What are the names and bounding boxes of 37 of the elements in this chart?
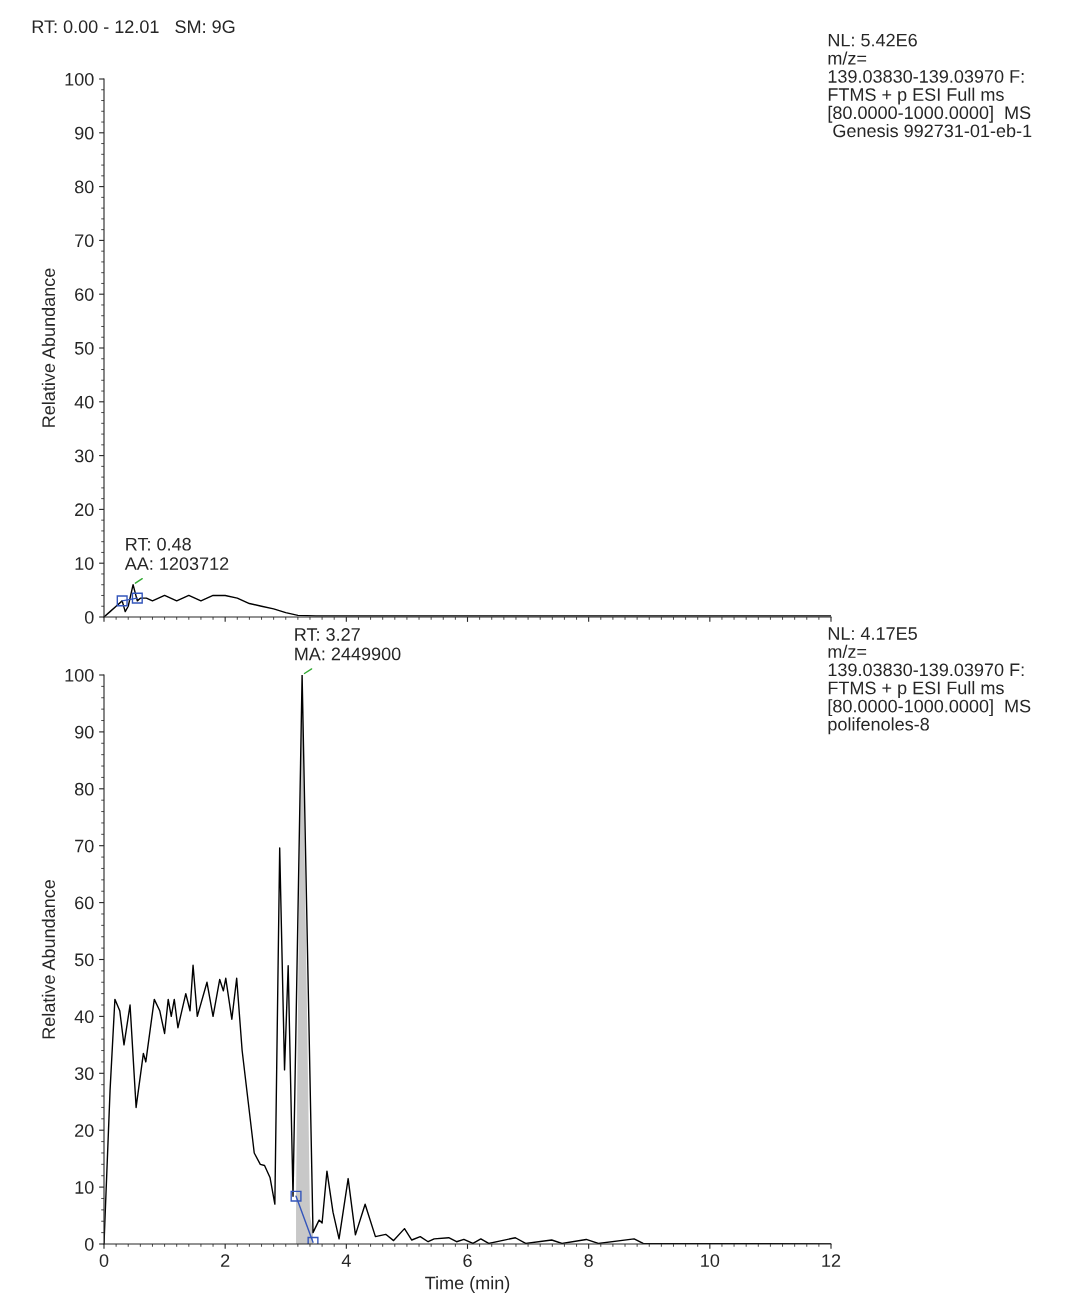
y-tick-label: 50 (74, 341, 94, 355)
y-tick-label: 70 (75, 234, 94, 248)
y-tick-label: 40 (74, 395, 94, 409)
x-tick-label: 0 (99, 1254, 109, 1267)
y-tick-label: 30 (74, 1067, 94, 1081)
y-tick-label: 50 (74, 953, 94, 967)
chart-title: RT: 0.00 - 12.01 SM: 9G (32, 20, 235, 34)
y-tick-label: 100 (65, 72, 94, 86)
y-tick-label: 20 (75, 1124, 94, 1137)
annotation: NL: 5.42E6 m/z= 139.03830-139.03970 F: FTMS + p ESI Full ms [80.0000-1000.0000] MS Genesis 992731-01-eb-1 (828, 33, 1032, 138)
y-tick-label: 80 (74, 782, 94, 796)
y-tick-label: 40 (74, 1010, 94, 1024)
x-tick-label: 4 (341, 1254, 351, 1267)
y-tick-label: 10 (75, 1181, 94, 1194)
y-tick-label: 0 (84, 610, 94, 624)
annotation: RT: 0.48 AA: 1203712 (124, 537, 229, 571)
y-tick-label: 100 (65, 668, 94, 682)
y-tick-label: 80 (74, 180, 94, 194)
y-tick-label: 0 (84, 1237, 94, 1251)
x-tick-label: 2 (221, 1254, 230, 1267)
y-tick-label: 60 (75, 896, 94, 910)
x-tick-label: 10 (701, 1254, 720, 1267)
y-tick-label: 90 (75, 725, 94, 739)
y-axis-title: Relative Abundance (41, 879, 56, 1039)
y-tick-label: 90 (75, 126, 94, 140)
y-tick-label: 20 (75, 503, 94, 517)
annotation: RT: 3.27 MA: 2449900 (295, 628, 401, 661)
x-tick-label: 12 (822, 1254, 841, 1267)
x-tick-label: 8 (584, 1254, 593, 1267)
x-tick-label: 6 (463, 1254, 472, 1267)
y-tick-label: 60 (75, 288, 94, 301)
annotation: NL: 4.17E5 m/z= 139.03830-139.03970 F: FTMS + p ESI Full ms [80.0000-1000.0000] MS polifenoles-8 (828, 627, 1031, 735)
x-axis-title: Time (min) (425, 1276, 510, 1293)
y-tick-label: 10 (75, 557, 94, 570)
y-axis-title: Relative Abundance (41, 268, 56, 427)
y-tick-label: 30 (74, 449, 94, 463)
y-tick-label: 70 (75, 839, 94, 853)
